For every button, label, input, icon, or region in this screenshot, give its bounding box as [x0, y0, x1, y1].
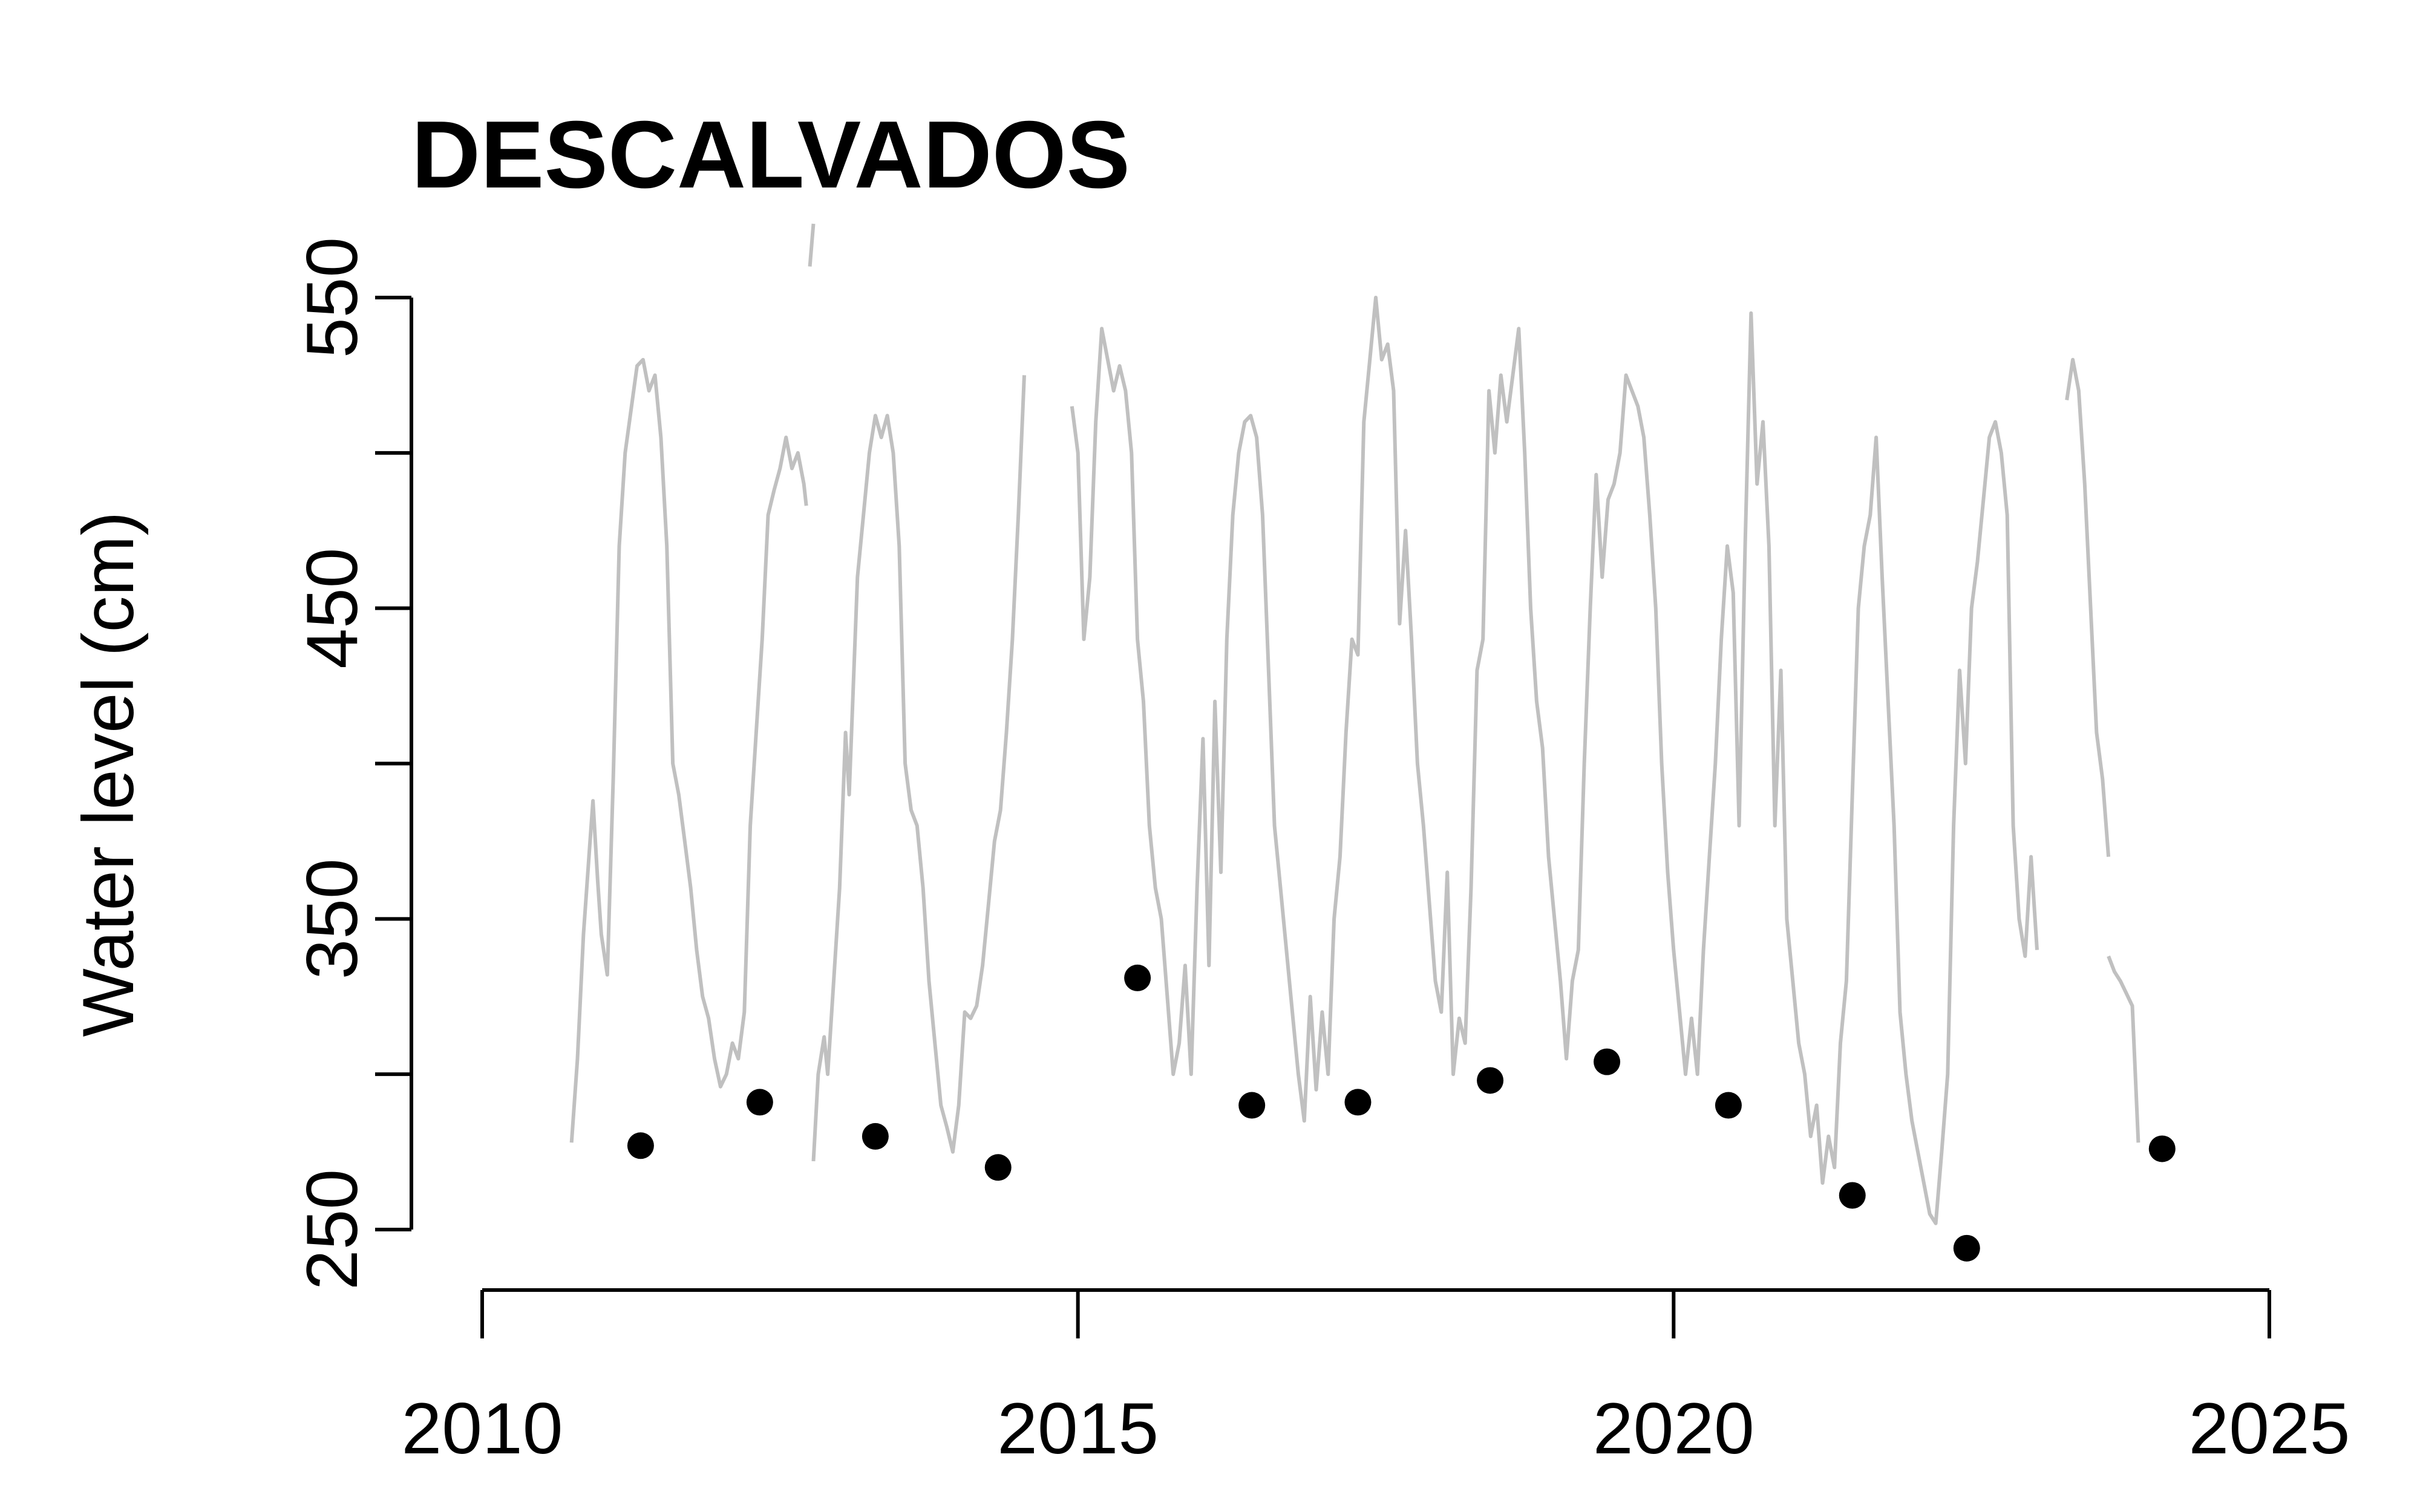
minimum-level-point — [1839, 1182, 1866, 1209]
minimum-level-point — [1344, 1089, 1372, 1116]
y-tick-label: 250 — [292, 1169, 373, 1290]
x-axis: 2010 2015 2020 2025 — [402, 1288, 2350, 1469]
minimum-level-point — [1124, 964, 1151, 991]
minimum-level-point — [984, 1154, 1012, 1181]
y-axis-label: Water level (cm) — [68, 512, 149, 1037]
minimum-level-point — [1594, 1048, 1621, 1075]
water-level-line-segment — [1070, 296, 2039, 1225]
water-level-line-segment — [2107, 955, 2140, 1143]
y-tick-label: 550 — [292, 237, 373, 358]
minimum-level-point — [1477, 1067, 1504, 1094]
minimum-level-point — [1238, 1092, 1266, 1119]
x-tick-label: 2025 — [2189, 1388, 2350, 1469]
y-tick-label: 350 — [292, 858, 373, 979]
y-axis: 250 350 450 550 — [292, 237, 413, 1290]
water-level-line-segment — [811, 375, 1026, 1162]
water-level-series — [569, 223, 2140, 1225]
minimum-level-point — [1953, 1234, 1980, 1262]
x-tick-label: 2010 — [402, 1388, 563, 1469]
minimum-level-point — [746, 1089, 773, 1116]
x-tick-label: 2015 — [997, 1388, 1159, 1469]
minimum-level-point — [862, 1123, 889, 1150]
y-tick-label: 450 — [292, 548, 373, 669]
minimum-level-point — [627, 1132, 654, 1159]
minimum-level-point — [2148, 1135, 2176, 1162]
water-level-line-segment — [2065, 357, 2111, 857]
chart-title: DESCALVADOS — [411, 102, 1130, 208]
water-level-line-segment — [569, 357, 808, 1143]
minimum-level-point — [1715, 1092, 1742, 1119]
x-tick-label: 2020 — [1593, 1388, 1754, 1469]
minimum-level-points — [627, 964, 2176, 1262]
water-level-line-segment — [808, 223, 816, 267]
